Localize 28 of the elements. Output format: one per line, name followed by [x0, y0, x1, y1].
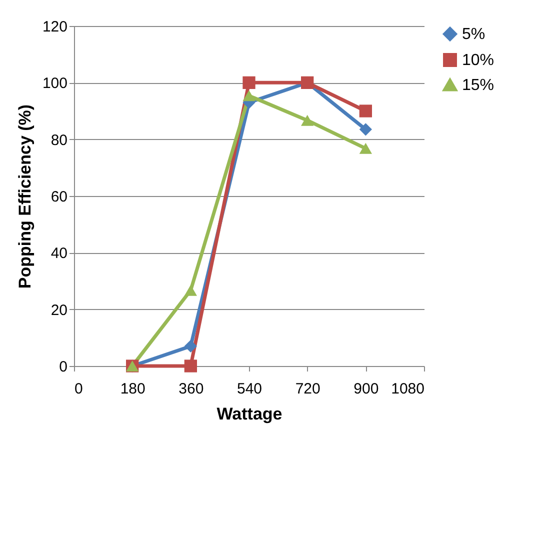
point — [359, 104, 372, 118]
y-axis-title: Popping Efficiency (%) — [15, 104, 34, 289]
point — [184, 340, 197, 352]
point — [184, 360, 197, 372]
point — [301, 114, 314, 126]
x-tick-label: 900 — [354, 380, 379, 398]
x-tick-label: 540 — [236, 380, 262, 398]
x-axis-title: Wattage — [216, 404, 282, 424]
point — [184, 284, 197, 296]
x-tick-label: 180 — [120, 380, 146, 398]
x-tick-label: 0 — [74, 380, 83, 398]
point — [359, 123, 372, 136]
point — [359, 142, 372, 154]
x-tick-label: 1080 — [391, 380, 424, 398]
point — [242, 76, 256, 89]
y-tick-label: 60 — [50, 188, 68, 206]
legend-label: 15% — [462, 77, 494, 94]
y-tick-label: 20 — [50, 302, 68, 319]
y-tick-label: 0 — [59, 358, 68, 376]
x-tick-label: 720 — [295, 380, 320, 398]
legend-label: 5% — [462, 26, 486, 43]
x-tick-label: 360 — [178, 380, 204, 398]
point — [242, 90, 256, 102]
legend-label: 10% — [462, 52, 494, 69]
y-tick-label: 100 — [42, 75, 68, 92]
y-tick-label: 80 — [50, 132, 68, 149]
y-tick-label: 120 — [42, 18, 68, 36]
y-tick-label: 40 — [50, 245, 68, 262]
